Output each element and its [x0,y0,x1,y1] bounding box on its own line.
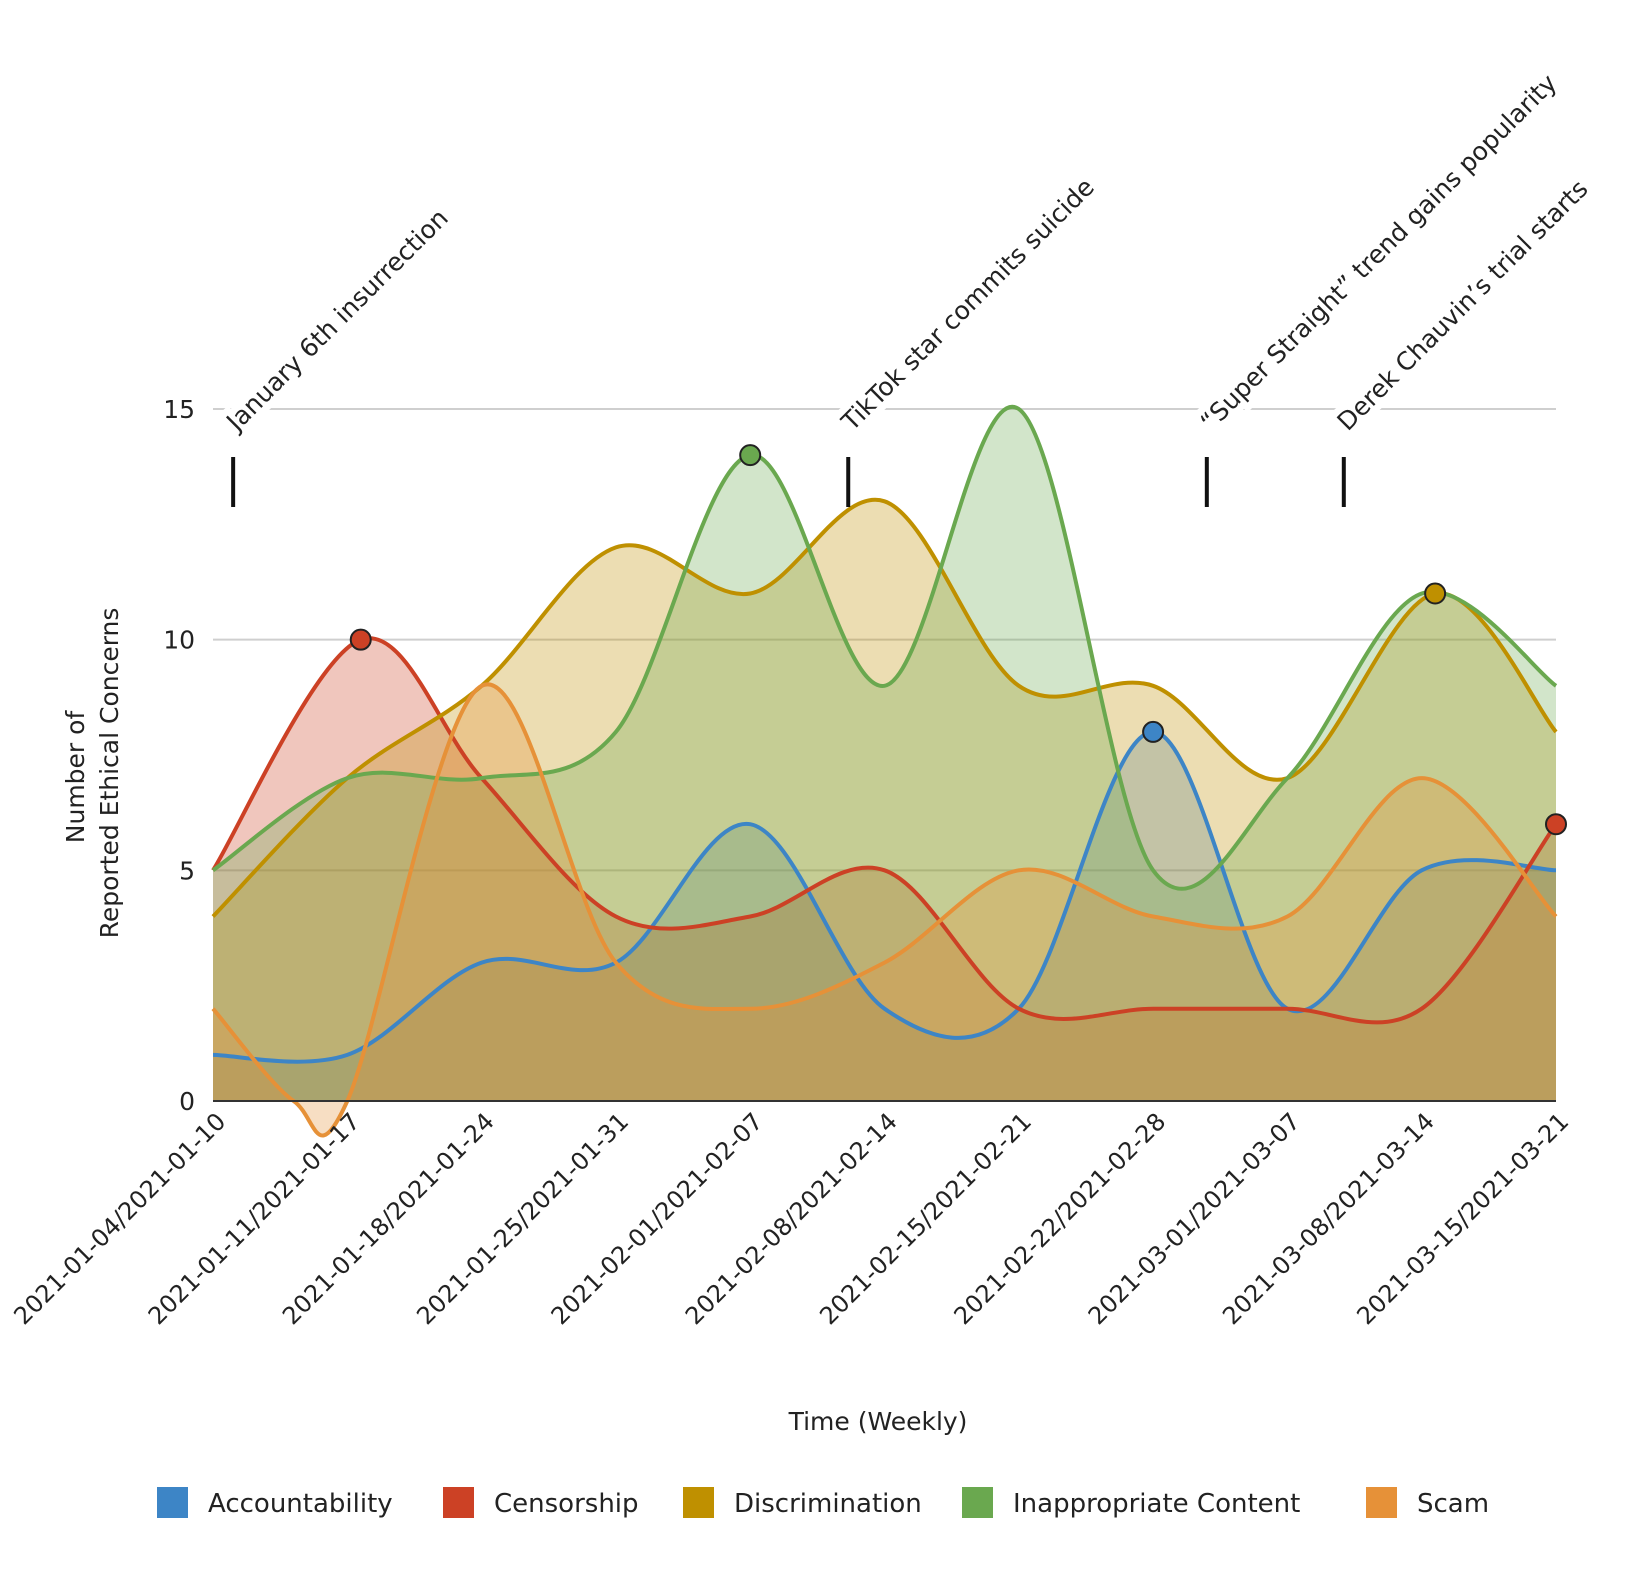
y-tick-label: 15 [163,395,195,424]
y-tick-label: 10 [163,626,195,655]
x-axis-ticks: 2021-01-04/2021-01-102021-01-11/2021-01-… [8,1107,1574,1330]
y-axis-ticks: 0 5 10 15 [163,395,195,1116]
y-axis-title: Number of Reported Ethical Concerns [61,608,124,939]
highlight-point-accountability [1142,720,1165,743]
highlight-point-inappropriate-content [739,444,762,467]
legend-label-accountability: Accountability [208,1489,393,1519]
legend-swatch-inappropriate-content [962,1487,993,1518]
line-inappropriate-content [211,404,1558,891]
highlight-point-censorship [349,628,372,651]
x-tick-label: 2021-02-01/2021-02-07 [546,1107,769,1330]
line-scam [211,682,1558,1138]
y-axis-title-line-2: Reported Ethical Concerns [95,608,124,939]
area-discrimination [213,499,1556,1101]
x-tick-label: 2021-03-08/2021-03-14 [1217,1107,1440,1330]
legend-swatch-discrimination [683,1487,714,1518]
highlight-point-censorship [1545,813,1567,836]
legend-label-censorship: Censorship [494,1489,639,1519]
y-tick-label: 5 [179,856,195,885]
x-tick-label: 2021-01-25/2021-01-31 [411,1107,634,1330]
series-areas [213,406,1556,1136]
x-tick-label: 2021-01-04/2021-01-10 [8,1107,231,1330]
series-lines [211,404,1558,1138]
x-tick-label: 2021-02-22/2021-02-28 [949,1107,1172,1330]
x-tick-label: 2021-03-15/2021-03-21 [1351,1107,1574,1330]
legend-label-discrimination: Discrimination [734,1489,922,1519]
y-axis-title-line-1: Number of [61,710,90,844]
legend-swatch-scam [1366,1487,1397,1518]
event-annotations: January 6th insurrection TikTok star comm… [212,61,1601,507]
line-discrimination [211,497,1558,918]
x-tick-label: 2021-01-11/2021-01-17 [143,1107,366,1330]
x-tick-label: 2021-02-15/2021-02-21 [814,1107,1037,1330]
area-censorship [213,638,1556,1101]
legend-label-scam: Scam [1417,1489,1489,1519]
annotation-label: January 6th insurrection [219,203,453,437]
x-tick-label: 2021-02-08/2021-02-14 [680,1107,903,1330]
highlight-markers [349,444,1567,836]
legend-swatch-accountability [157,1487,188,1518]
line-accountability [212,729,1557,1064]
legend: Accountability Censorship Discrimination In… [157,1487,1489,1519]
line-censorship [211,636,1558,1025]
x-axis-title: Time (Weekly) [788,1407,968,1436]
annotation-label: TikTok star commits suicide [835,172,1100,437]
legend-label-inappropriate-content: Inappropriate Content [1013,1489,1300,1519]
y-tick-label: 0 [179,1087,195,1116]
x-tick-label: 2021-03-01/2021-03-07 [1083,1107,1306,1330]
x-tick-label: 2021-01-18/2021-01-24 [277,1107,500,1330]
highlight-point-discrimination [1424,582,1447,605]
legend-swatch-censorship [443,1487,474,1518]
annotation-label: Derek Chauvin’s trial starts [1332,174,1594,436]
